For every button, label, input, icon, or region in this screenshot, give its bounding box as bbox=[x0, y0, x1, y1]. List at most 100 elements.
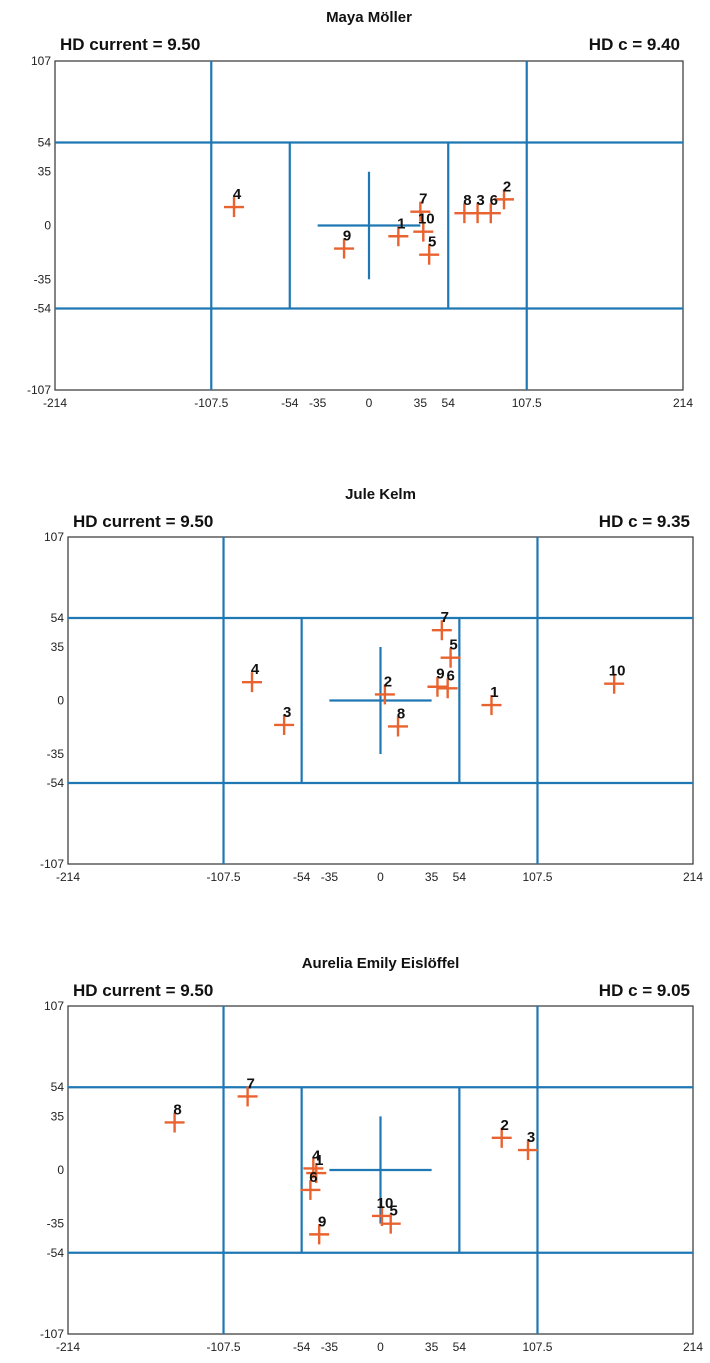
hd-c-label: HD c = 9.05 bbox=[599, 981, 690, 1000]
point-label: 3 bbox=[283, 704, 291, 721]
point-label: 9 bbox=[318, 1213, 326, 1230]
x-tick-label: 54 bbox=[442, 396, 456, 410]
x-tick-label: -35 bbox=[309, 396, 327, 410]
x-tick-label: -107.5 bbox=[207, 870, 241, 884]
point-label: 8 bbox=[463, 192, 471, 209]
plot-frame bbox=[67, 536, 694, 865]
x-tick-label: 214 bbox=[683, 870, 703, 884]
point-label: 9 bbox=[436, 666, 444, 683]
chart-title: Aurelia Emily Eislöffel bbox=[302, 955, 460, 972]
x-tick-label: -107.5 bbox=[194, 396, 228, 410]
x-tick-label: -107.5 bbox=[207, 1340, 241, 1354]
y-tick-label: 35 bbox=[51, 640, 65, 654]
point-label: 5 bbox=[449, 637, 457, 654]
x-tick-label: -54 bbox=[293, 870, 311, 884]
y-tick-label: -107 bbox=[27, 383, 51, 397]
point-label: 5 bbox=[390, 1203, 398, 1220]
data-point-1: 1 bbox=[481, 684, 502, 716]
data-point-1: 1 bbox=[306, 1152, 327, 1184]
x-tick-label: -214 bbox=[56, 1340, 80, 1354]
x-tick-label: 54 bbox=[453, 1340, 467, 1354]
x-tick-label: 35 bbox=[425, 1340, 439, 1354]
x-tick-label: 0 bbox=[377, 870, 384, 884]
x-tick-label: -54 bbox=[293, 1340, 311, 1354]
chart-title: Jule Kelm bbox=[345, 486, 416, 503]
data-point-5: 5 bbox=[440, 637, 461, 668]
x-tick-label: 35 bbox=[425, 870, 439, 884]
chart-panel-1: Maya Möller HD current = 9.50 HD c = 9.40 -… bbox=[27, 9, 693, 410]
hd-c-label: HD c = 9.40 bbox=[589, 35, 680, 54]
data-point-9: 9 bbox=[427, 666, 448, 697]
chart-panel-2: Jule Kelm HD current = 9.50 HD c = 9.35 -21… bbox=[40, 486, 703, 884]
x-tick-label: 0 bbox=[366, 396, 373, 410]
data-point-10: 10 bbox=[371, 1195, 394, 1226]
data-point-4: 4 bbox=[224, 186, 245, 218]
x-tick-label: 214 bbox=[673, 396, 693, 410]
y-tick-label: 107 bbox=[44, 530, 64, 544]
data-point-6: 6 bbox=[300, 1169, 321, 1200]
y-tick-label: 54 bbox=[38, 135, 52, 149]
y-tick-label: 107 bbox=[31, 54, 51, 68]
point-label: 8 bbox=[173, 1101, 181, 1118]
data-point-1: 1 bbox=[388, 215, 409, 247]
y-tick-label: 0 bbox=[57, 694, 64, 708]
x-tick-label: 107.5 bbox=[512, 396, 542, 410]
point-label: 4 bbox=[251, 661, 260, 678]
data-point-9: 9 bbox=[309, 1213, 330, 1245]
data-point-6: 6 bbox=[437, 667, 458, 699]
data-point-10: 10 bbox=[413, 211, 435, 242]
data-point-8: 8 bbox=[388, 705, 409, 737]
data-point-2: 2 bbox=[491, 1117, 512, 1148]
chart-panel-3: Aurelia Emily Eislöffel HD current = 9.50… bbox=[40, 955, 703, 1354]
y-tick-label: 54 bbox=[51, 611, 65, 625]
point-label: 4 bbox=[233, 186, 242, 203]
data-point-8: 8 bbox=[164, 1101, 185, 1133]
x-tick-label: 35 bbox=[414, 396, 428, 410]
data-point-4: 4 bbox=[241, 661, 262, 693]
x-tick-label: 214 bbox=[683, 1340, 703, 1354]
y-tick-label: -107 bbox=[40, 1327, 64, 1341]
data-point-6: 6 bbox=[480, 192, 501, 224]
chart-title: Maya Möller bbox=[326, 9, 412, 26]
x-tick-label: -214 bbox=[43, 396, 67, 410]
hd-current-label: HD current = 9.50 bbox=[60, 35, 200, 54]
data-point-8: 8 bbox=[454, 192, 475, 224]
point-label: 10 bbox=[377, 1195, 394, 1212]
data-point-4: 4 bbox=[303, 1147, 324, 1179]
data-point-7: 7 bbox=[410, 191, 431, 222]
point-label: 6 bbox=[490, 192, 498, 209]
hd-current-label: HD current = 9.50 bbox=[73, 512, 213, 531]
point-label: 9 bbox=[343, 228, 351, 245]
x-tick-label: -35 bbox=[321, 1340, 339, 1354]
y-tick-label: -54 bbox=[47, 776, 65, 790]
point-label: 5 bbox=[428, 234, 436, 251]
point-label: 10 bbox=[418, 211, 435, 228]
y-tick-label: -54 bbox=[34, 302, 52, 316]
plot-frame bbox=[67, 1005, 694, 1335]
data-point-10: 10 bbox=[604, 663, 625, 694]
y-tick-label: -107 bbox=[40, 857, 64, 871]
point-label: 2 bbox=[384, 673, 392, 690]
y-tick-label: -35 bbox=[47, 747, 65, 761]
y-tick-label: 0 bbox=[44, 219, 51, 233]
y-tick-label: 35 bbox=[38, 165, 52, 179]
point-label: 7 bbox=[419, 191, 427, 208]
point-label: 8 bbox=[397, 705, 405, 722]
point-label: 4 bbox=[312, 1147, 321, 1164]
data-point-5: 5 bbox=[419, 234, 440, 265]
y-tick-label: -35 bbox=[47, 1217, 65, 1231]
point-label: 3 bbox=[476, 192, 484, 209]
x-tick-label: -214 bbox=[56, 870, 80, 884]
data-point-3: 3 bbox=[274, 704, 295, 735]
data-point-3: 3 bbox=[517, 1129, 538, 1161]
point-label: 2 bbox=[501, 1117, 509, 1134]
hd-c-label: HD c = 9.35 bbox=[599, 512, 690, 531]
point-label: 6 bbox=[309, 1169, 317, 1186]
x-tick-label: 54 bbox=[453, 870, 467, 884]
y-tick-label: -35 bbox=[34, 272, 52, 286]
y-tick-label: 0 bbox=[57, 1163, 64, 1177]
x-tick-label: 107.5 bbox=[522, 1340, 552, 1354]
y-tick-label: 107 bbox=[44, 999, 64, 1013]
point-label: 10 bbox=[609, 663, 626, 680]
